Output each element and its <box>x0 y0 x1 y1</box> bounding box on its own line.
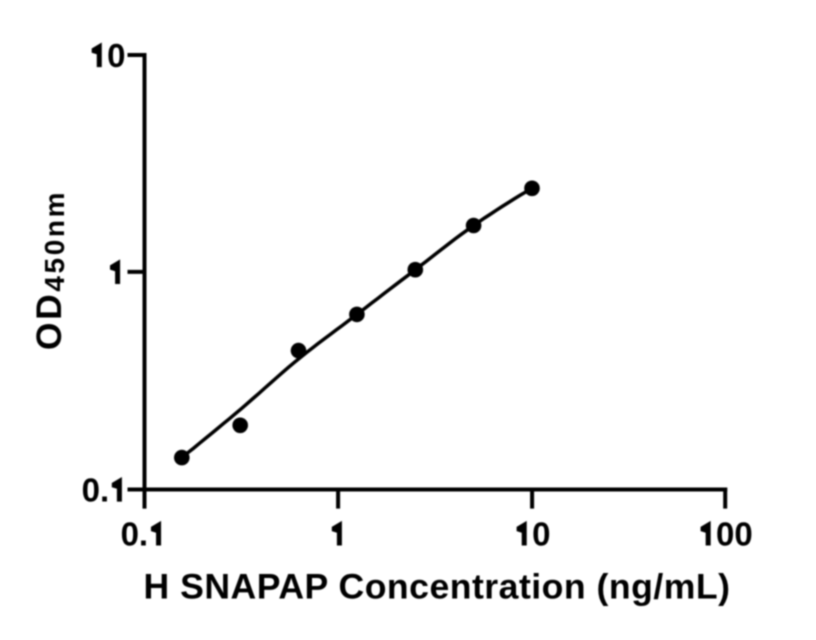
svg-text:0: 0 <box>532 516 550 553</box>
svg-text:0: 0 <box>107 37 125 74</box>
svg-text:0.: 0. <box>82 472 110 509</box>
svg-text:H SNAPAP Concentration (ng/mL): H SNAPAP Concentration (ng/mL) <box>144 566 731 606</box>
svg-text:00: 00 <box>716 516 753 553</box>
svg-text:OD450nm: OD450nm <box>29 190 70 350</box>
svg-text:0.: 0. <box>121 516 149 553</box>
